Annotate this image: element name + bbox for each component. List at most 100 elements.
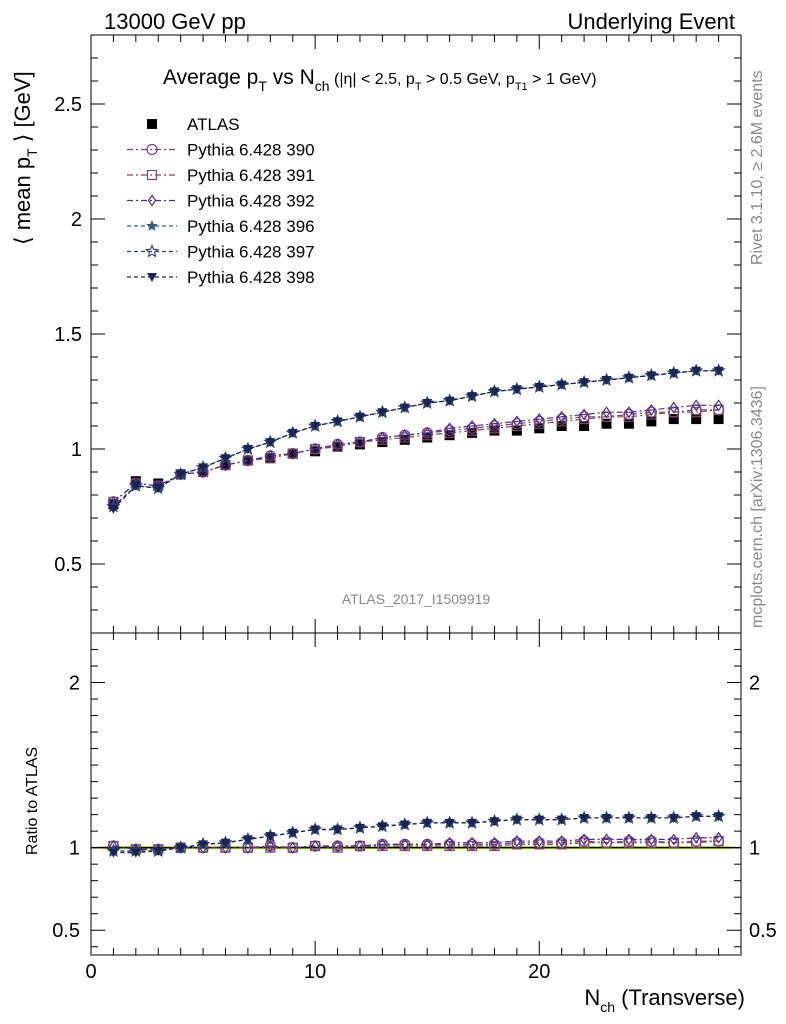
title-cuts-1: (|η| < 2.5, p [330,71,415,88]
main-data-point [243,454,253,467]
main-data-point [108,504,119,514]
ratio-data-point [332,825,343,835]
ratio-data-point [422,838,432,851]
main-data-point [556,380,567,390]
y-tick-label: 1.5 [54,324,82,346]
legend-marker [146,220,158,231]
main-data-point [265,453,276,464]
ratio-data-point [646,837,657,848]
ratio-data-point [579,837,590,848]
ratio-data-point [467,818,478,828]
header-right: Underlying Event [567,9,735,34]
main-y-axis-label: ⟨ mean pT ⟩ [GeV] [10,71,40,245]
main-data-point [579,421,590,431]
main-data-point [242,445,253,454]
x-tick-label: 10 [304,961,326,983]
main-data-point [557,410,566,423]
ratio-data-point [422,818,433,828]
main-data-point [422,426,432,439]
legend-label: Pythia 6.428 391 [187,166,315,185]
main-data-point [646,409,657,420]
legend-label: ATLAS [187,115,240,134]
main-data-point [130,481,141,491]
ratio-y-tick-label-right: 0.5 [749,920,777,942]
main-data-point [646,371,657,381]
main-data-point [467,419,477,433]
ratio-data-point [108,848,119,858]
main-data-point [422,399,433,408]
title-cuts-2: > 0.5 GeV, p [422,71,515,88]
ratio-data-point [310,825,321,835]
main-series-line [113,370,719,507]
title-vs: vs N [267,66,315,89]
ratio-y-axis-label: Ratio to ATLAS [24,747,41,855]
legend-label: Pythia 6.428 390 [187,141,315,160]
x-label-sub: ch [600,999,615,1015]
main-data-point [668,414,679,425]
ratio-data-point [444,818,455,828]
ratio-data-point [266,839,275,853]
main-data-point [332,441,343,452]
main-data-point [602,406,611,419]
ratio-data-point [399,820,410,830]
main-series-group [106,363,726,514]
main-data-point [534,418,545,429]
main-data-point [265,438,276,448]
main-data-point [601,376,612,385]
ratio-data-point [198,840,209,850]
legend-marker [147,273,157,282]
ratio-data-point [489,817,500,827]
ratio-data-point [668,837,679,848]
main-data-point [535,413,544,426]
ratio-data-point [511,839,522,850]
main-data-point [691,366,702,376]
main-data-point [691,414,702,425]
main-data-point [378,431,387,444]
ratio-data-point [601,837,612,848]
header-left: 13000 GeV pp [104,9,246,34]
ratio-plot-frame [90,632,742,956]
plot-title: Average pT vs Nch (|η| < 2.5, pT > 0.5 G… [163,66,597,94]
ratio-y-tick-label-left: 2 [69,673,80,695]
ratio-data-point [130,848,141,858]
x-label-pre: N [584,985,600,1010]
y-label-pre: ⟨ mean p [10,157,35,245]
ratio-data-point [153,846,164,856]
ratio-data-point [579,833,589,846]
ratio-data-point [489,840,500,852]
main-data-point [175,470,186,480]
main-data-point [377,434,388,445]
legend-marker [147,194,157,207]
ratio-data-point [713,835,724,847]
main-data-point [422,430,433,441]
ratio-data-point [511,815,522,825]
main-data-point [400,429,410,442]
ratio-data-point [579,813,590,823]
legend-marker [144,244,160,258]
main-series-line [113,370,719,507]
main-data-point [601,418,612,429]
ratio-data-point [265,832,276,842]
main-data-point [669,401,678,414]
rivet-label: Rivet 3.1.10, ≥ 2.6M events [749,70,766,265]
main-data-point [310,422,321,431]
main-data-point [266,449,275,462]
ratio-data-point [354,823,365,833]
main-series-line [113,404,719,503]
main-series-line [113,409,719,503]
main-data-point [579,378,590,388]
ratio-data-point [601,813,612,823]
title-cuts-1-sub: T [415,81,422,93]
main-data-point [691,399,701,412]
ratio-data-point [466,840,478,852]
main-data-point [444,396,455,406]
ratio-data-point [556,839,567,850]
ratio-data-point [243,841,253,854]
legend-label: Pythia 6.428 396 [187,217,315,236]
ratio-data-point [623,837,635,848]
ratio-series-line [113,815,719,854]
main-data-point [623,373,634,383]
y-label-post: ⟩ [GeV] [10,71,35,148]
ratio-data-point [602,833,611,846]
